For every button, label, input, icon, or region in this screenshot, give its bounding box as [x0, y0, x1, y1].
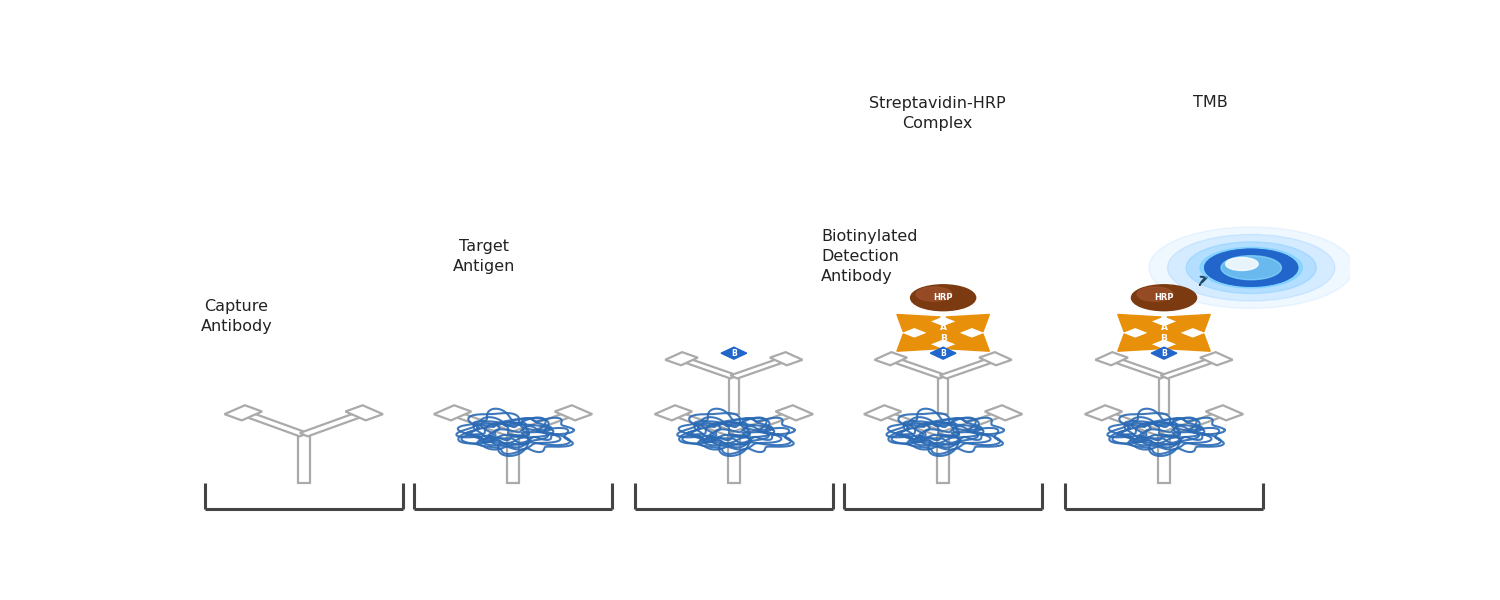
Bar	[938, 434, 950, 483]
Polygon shape	[730, 357, 789, 379]
Polygon shape	[1150, 347, 1178, 359]
Polygon shape	[1108, 357, 1167, 379]
Polygon shape	[1118, 314, 1161, 332]
Polygon shape	[555, 405, 592, 421]
Polygon shape	[433, 405, 471, 421]
Polygon shape	[678, 357, 738, 379]
Circle shape	[1131, 285, 1197, 311]
Polygon shape	[669, 411, 738, 436]
Text: HRP: HRP	[933, 293, 952, 302]
Circle shape	[1186, 242, 1317, 293]
Polygon shape	[939, 357, 999, 379]
Circle shape	[916, 287, 952, 301]
Polygon shape	[879, 411, 946, 436]
Polygon shape	[946, 334, 990, 351]
Polygon shape	[776, 405, 813, 421]
Polygon shape	[666, 352, 698, 365]
Polygon shape	[915, 322, 972, 344]
Circle shape	[1200, 247, 1302, 288]
Polygon shape	[980, 352, 1011, 365]
Polygon shape	[1100, 411, 1168, 436]
Text: Target
Antigen: Target Antigen	[453, 239, 514, 274]
Text: A: A	[939, 323, 946, 332]
Circle shape	[1137, 287, 1173, 301]
Bar	[938, 377, 948, 414]
Polygon shape	[448, 411, 518, 436]
Bar	[507, 434, 519, 483]
Polygon shape	[1161, 357, 1220, 379]
Circle shape	[1204, 249, 1298, 286]
Text: B: B	[939, 334, 946, 343]
Bar	[298, 434, 309, 483]
Polygon shape	[770, 352, 802, 365]
Polygon shape	[864, 405, 901, 421]
Text: Biotinylated
Detection
Antibody: Biotinylated Detection Antibody	[821, 229, 918, 284]
Text: Streptavidin-HRP
Complex: Streptavidin-HRP Complex	[868, 96, 1005, 131]
Polygon shape	[1167, 334, 1210, 351]
Polygon shape	[1200, 352, 1233, 365]
Polygon shape	[946, 314, 990, 332]
Polygon shape	[300, 411, 368, 436]
Text: B: B	[1161, 349, 1167, 358]
Circle shape	[1149, 227, 1353, 308]
Polygon shape	[730, 411, 798, 436]
Circle shape	[1167, 235, 1335, 301]
Circle shape	[1226, 257, 1258, 271]
Polygon shape	[1084, 405, 1122, 421]
Bar	[729, 377, 740, 414]
Polygon shape	[1160, 411, 1228, 436]
Polygon shape	[240, 411, 308, 436]
Text: B: B	[1161, 334, 1167, 343]
Polygon shape	[1118, 334, 1161, 351]
Polygon shape	[654, 405, 692, 421]
Polygon shape	[915, 322, 972, 344]
Bar	[728, 434, 740, 483]
Polygon shape	[722, 347, 747, 359]
Text: B: B	[730, 349, 736, 358]
Text: HRP: HRP	[1155, 293, 1173, 302]
Polygon shape	[888, 357, 946, 379]
Text: A: A	[1161, 323, 1167, 332]
Text: B: B	[940, 349, 946, 358]
Polygon shape	[225, 405, 262, 421]
Polygon shape	[1206, 405, 1243, 421]
Circle shape	[1221, 256, 1281, 280]
Polygon shape	[509, 411, 578, 436]
Polygon shape	[1167, 314, 1210, 332]
Polygon shape	[986, 405, 1023, 421]
Polygon shape	[939, 411, 1008, 436]
Polygon shape	[1095, 352, 1128, 365]
Polygon shape	[930, 347, 956, 359]
Text: Capture
Antibody: Capture Antibody	[201, 299, 272, 334]
Bar	[1158, 434, 1170, 483]
Polygon shape	[1136, 322, 1192, 344]
Polygon shape	[345, 405, 382, 421]
Polygon shape	[1136, 322, 1192, 344]
Text: TMB: TMB	[1192, 95, 1228, 110]
Circle shape	[910, 285, 975, 311]
Polygon shape	[874, 352, 908, 365]
Polygon shape	[897, 334, 940, 351]
Polygon shape	[897, 314, 940, 332]
Circle shape	[1204, 249, 1298, 286]
Bar	[1160, 377, 1168, 414]
